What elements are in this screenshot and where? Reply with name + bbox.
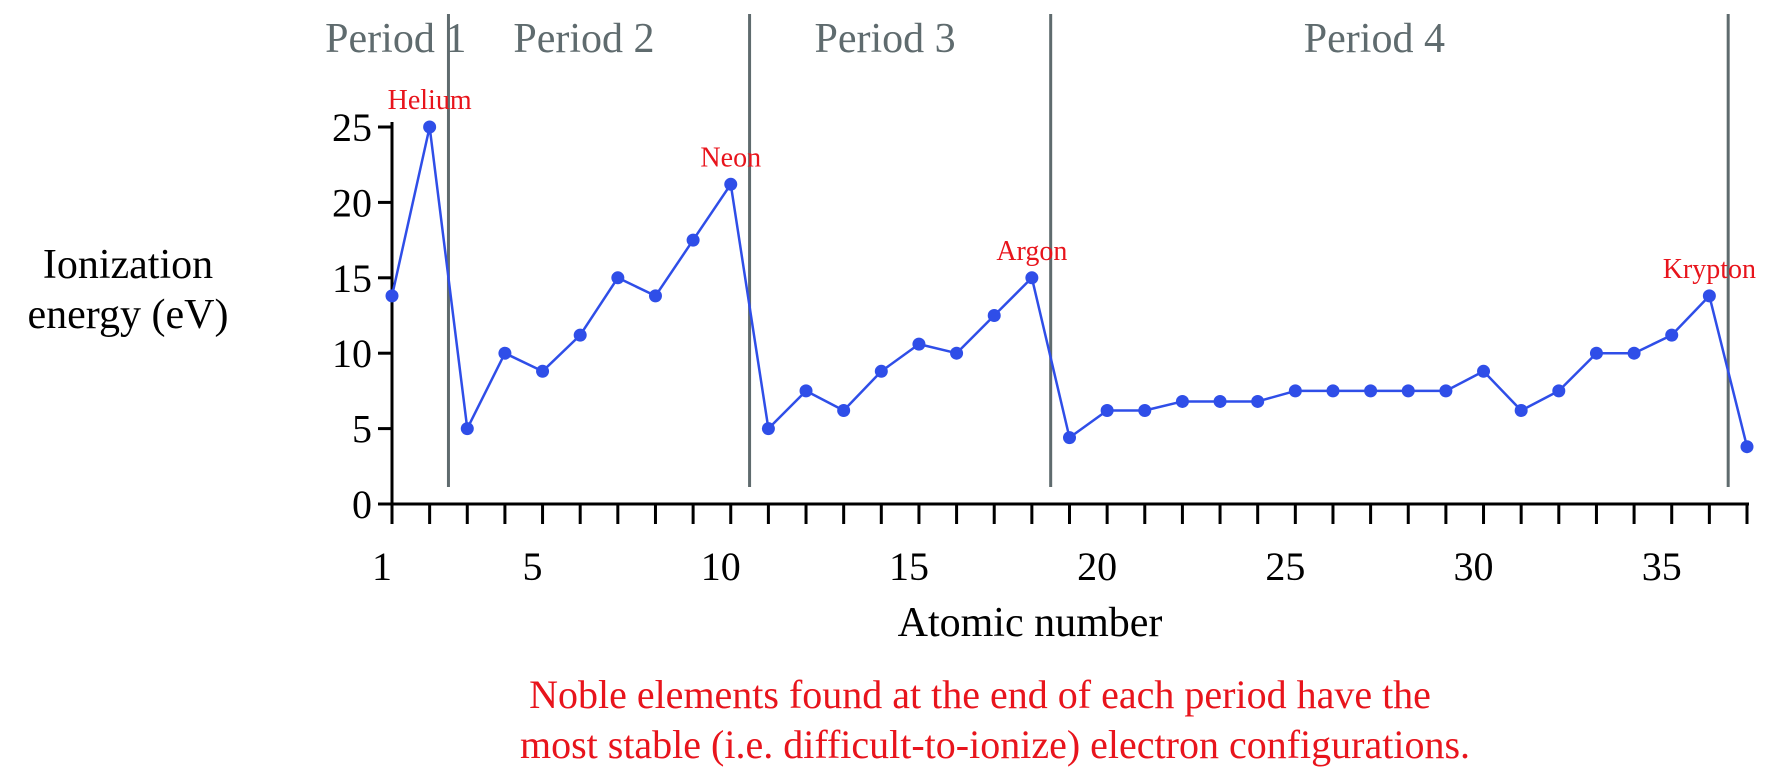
data-point-z10 bbox=[724, 177, 738, 191]
x-tick-label-1: 1 bbox=[372, 544, 392, 589]
data-point-z31 bbox=[1514, 404, 1528, 418]
data-point-z26 bbox=[1326, 384, 1340, 398]
data-point-z30 bbox=[1477, 364, 1491, 378]
period-label-4: Period 4 bbox=[1304, 16, 1445, 62]
period-label-2: Period 2 bbox=[513, 16, 654, 62]
noble-element-annotations: Helium Neon Argon Krypton bbox=[388, 85, 1756, 285]
x-tick-label-15: 15 bbox=[889, 544, 929, 589]
data-point-z1 bbox=[385, 289, 399, 303]
data-point-z14 bbox=[874, 364, 888, 378]
data-point-z20 bbox=[1100, 404, 1114, 418]
x-tick-label-35: 35 bbox=[1642, 544, 1682, 589]
y-tick-label-10: 10 bbox=[332, 331, 372, 376]
period-labels: Period 1 Period 2 Period 3 Period 4 bbox=[325, 16, 1445, 62]
annotation-krypton: Krypton bbox=[1663, 254, 1756, 285]
data-point-z18 bbox=[1025, 271, 1039, 285]
caption-line-1: Noble elements found at the end of each … bbox=[529, 672, 1431, 717]
data-point-z35 bbox=[1665, 328, 1679, 342]
annotation-neon: Neon bbox=[700, 142, 761, 173]
data-point-z32 bbox=[1552, 384, 1566, 398]
x-tick-label-25: 25 bbox=[1265, 544, 1305, 589]
data-point-z6 bbox=[573, 328, 587, 342]
data-point-z29 bbox=[1439, 384, 1453, 398]
data-point-z22 bbox=[1175, 394, 1189, 408]
y-tick-label-0: 0 bbox=[352, 482, 372, 527]
data-point-z17 bbox=[987, 309, 1001, 322]
data-point-z27 bbox=[1364, 384, 1378, 398]
data-point-z24 bbox=[1251, 394, 1265, 408]
data-point-z5 bbox=[536, 364, 550, 378]
period-label-3: Period 3 bbox=[814, 16, 955, 62]
data-point-z25 bbox=[1288, 384, 1302, 398]
data-point-z2 bbox=[423, 120, 437, 134]
data-point-z7 bbox=[611, 271, 625, 285]
series-line-1 bbox=[390, 125, 1749, 447]
x-axis-title: Atomic number bbox=[898, 600, 1163, 646]
data-point-z13 bbox=[837, 404, 851, 418]
data-point-z16 bbox=[950, 346, 964, 360]
y-tick-label-15: 15 bbox=[332, 256, 372, 301]
annotation-helium: Helium bbox=[388, 85, 472, 116]
data-point-z9 bbox=[686, 233, 700, 247]
series-ionization-energy bbox=[385, 120, 1754, 454]
data-point-z15 bbox=[912, 337, 926, 351]
x-tick-label-10: 10 bbox=[701, 544, 741, 589]
y-tick-label-25: 25 bbox=[332, 105, 372, 150]
y-axis-title-line-1: Ionization bbox=[43, 242, 213, 288]
x-tick-label-20: 20 bbox=[1077, 544, 1117, 589]
data-point-z36 bbox=[1702, 289, 1716, 303]
y-ticks: 0 5 10 15 20 25 bbox=[332, 105, 392, 527]
y-tick-label-20: 20 bbox=[332, 180, 372, 225]
data-point-z21 bbox=[1138, 404, 1152, 418]
data-point-z19 bbox=[1063, 431, 1076, 445]
annotation-argon: Argon bbox=[996, 236, 1067, 267]
caption-line-2: most stable (i.e. difficult-to-ionize) e… bbox=[520, 722, 1470, 767]
period-dividers bbox=[446, 14, 1730, 487]
period-label-1: Period 1 bbox=[325, 16, 466, 62]
x-tick-label-5: 5 bbox=[523, 544, 543, 589]
y-tick-label-5: 5 bbox=[352, 407, 372, 452]
data-point-z12 bbox=[799, 384, 813, 398]
data-point-z8 bbox=[648, 289, 662, 303]
data-point-z37 bbox=[1740, 440, 1754, 454]
data-point-z23 bbox=[1213, 394, 1227, 408]
data-point-z3 bbox=[460, 422, 474, 436]
data-point-z34 bbox=[1627, 346, 1641, 360]
data-point-z28 bbox=[1401, 384, 1415, 398]
data-point-z33 bbox=[1589, 346, 1603, 360]
x-tick-label-30: 30 bbox=[1454, 544, 1494, 589]
data-point-z11 bbox=[761, 422, 775, 436]
y-axis-title-line-2: energy (eV) bbox=[28, 292, 229, 338]
data-point-z4 bbox=[498, 346, 512, 360]
x-ticks: 1 5 10 15 20 25 30 35 bbox=[372, 504, 1749, 589]
